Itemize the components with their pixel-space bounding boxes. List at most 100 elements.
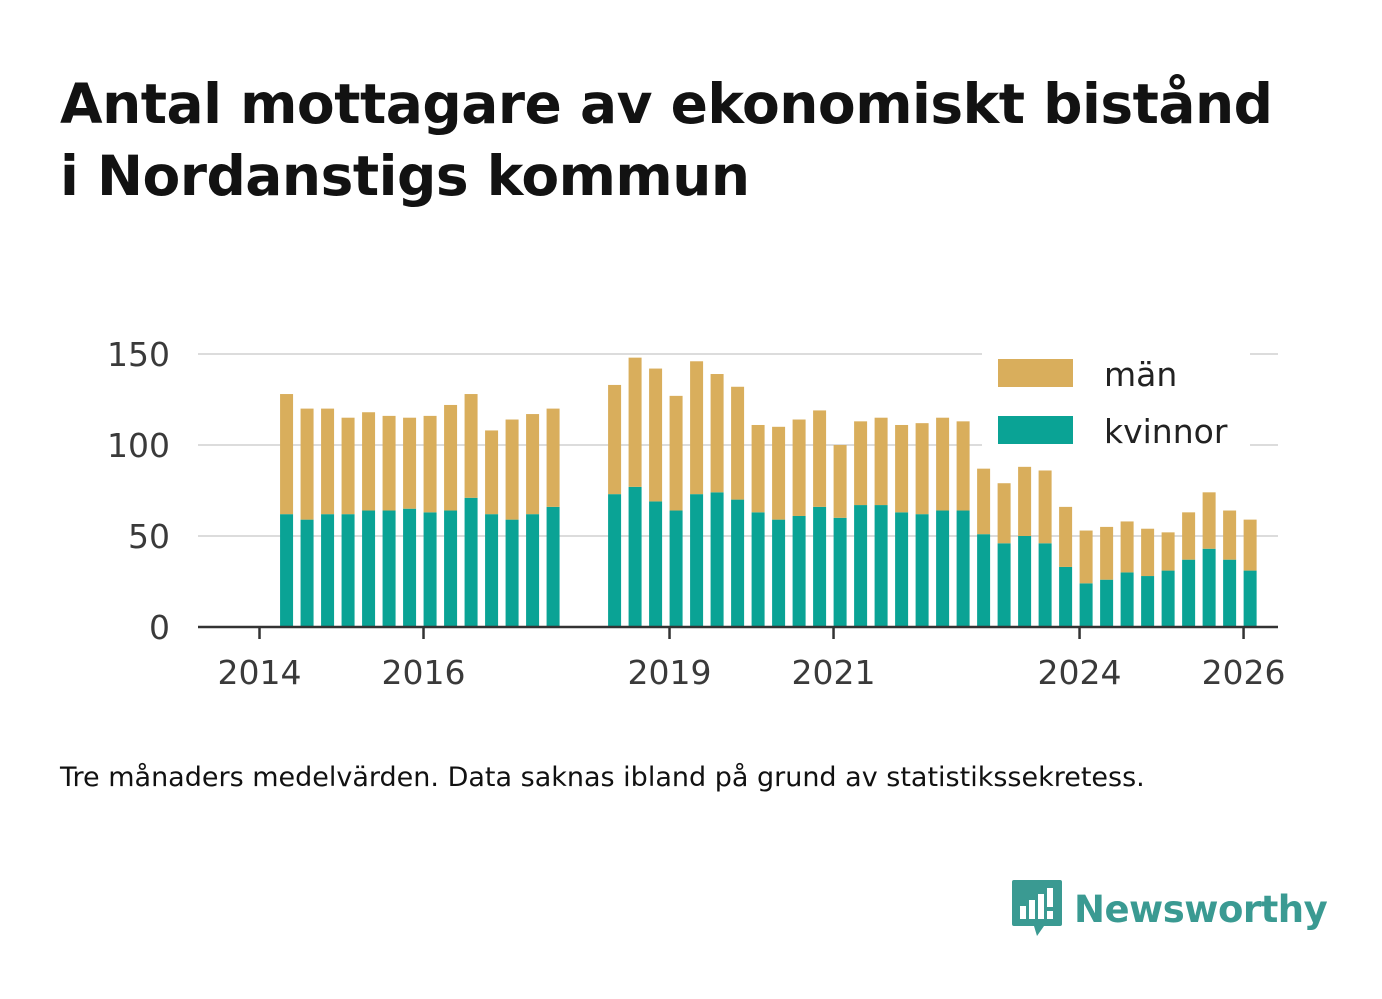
bar-man bbox=[997, 483, 1011, 544]
bar-kvinnor bbox=[321, 514, 335, 627]
bar-man bbox=[341, 417, 355, 515]
bar-man bbox=[1038, 470, 1052, 544]
bar-man bbox=[731, 386, 745, 500]
x-axis: 2014 2016 2019 2021 2024 2026 bbox=[198, 625, 1286, 692]
bar-man bbox=[977, 468, 991, 535]
bar-man bbox=[813, 410, 827, 507]
bar-man bbox=[649, 368, 663, 502]
newsworthy-logo[interactable]: Newsworthy bbox=[1010, 878, 1328, 940]
bar-kvinnor bbox=[956, 510, 970, 627]
bar-man bbox=[362, 412, 376, 511]
bar-man bbox=[710, 374, 724, 493]
y-axis: 0 50 100 150 bbox=[107, 335, 170, 647]
bar-man bbox=[751, 424, 765, 513]
bar-kvinnor bbox=[464, 497, 478, 627]
bar-man bbox=[956, 421, 970, 511]
bar-kvinnor bbox=[1223, 559, 1237, 627]
bar-kvinnor bbox=[1161, 570, 1175, 627]
bar-kvinnor bbox=[690, 494, 704, 627]
bar-man bbox=[628, 357, 642, 487]
bar-kvinnor bbox=[423, 512, 437, 627]
x-tick-label: 2026 bbox=[1202, 653, 1286, 692]
footnote: Tre månaders medelvärden. Data saknas ib… bbox=[60, 762, 1145, 793]
bar-man bbox=[1182, 512, 1196, 560]
legend: män kvinnor bbox=[982, 352, 1250, 460]
bar-man bbox=[546, 408, 560, 507]
bar-kvinnor bbox=[608, 494, 622, 627]
bar-man bbox=[526, 414, 540, 515]
bar-man bbox=[403, 417, 417, 509]
bar-kvinnor bbox=[341, 514, 355, 627]
y-tick-label: 100 bbox=[107, 426, 170, 465]
bar-kvinnor bbox=[1079, 583, 1093, 627]
bar-man bbox=[1223, 510, 1237, 560]
bar-man bbox=[1079, 530, 1093, 584]
bar-kvinnor bbox=[1182, 559, 1196, 627]
bar-kvinnor bbox=[813, 506, 827, 627]
bar-man bbox=[936, 417, 950, 511]
bar-kvinnor bbox=[895, 512, 909, 627]
bar-kvinnor bbox=[915, 514, 929, 627]
x-tick-label: 2016 bbox=[382, 653, 466, 692]
bar-kvinnor bbox=[382, 510, 396, 627]
bar-man bbox=[792, 419, 806, 516]
newsworthy-logo-icon bbox=[1012, 880, 1062, 936]
bar-man bbox=[854, 421, 868, 506]
bar-kvinnor bbox=[403, 508, 417, 627]
bar-man bbox=[1202, 492, 1216, 549]
bar-man bbox=[833, 445, 847, 518]
bar-kvinnor bbox=[1038, 543, 1052, 627]
x-tick-label: 2024 bbox=[1038, 653, 1122, 692]
y-tick-label: 150 bbox=[107, 335, 170, 374]
bar-kvinnor bbox=[628, 486, 642, 627]
legend-swatch-kvinnor bbox=[998, 416, 1073, 444]
x-tick-label: 2021 bbox=[792, 653, 876, 692]
bar-man bbox=[1141, 528, 1155, 577]
bar-kvinnor bbox=[977, 534, 991, 627]
bar-man bbox=[1243, 519, 1257, 571]
bar-kvinnor bbox=[1018, 536, 1032, 627]
bar-man bbox=[464, 394, 478, 498]
bar-man bbox=[1161, 532, 1175, 571]
bar-man bbox=[423, 415, 437, 513]
bar-kvinnor bbox=[1059, 566, 1073, 627]
bar-kvinnor bbox=[546, 506, 560, 627]
bar-kvinnor bbox=[280, 514, 294, 627]
bar-kvinnor bbox=[1100, 579, 1114, 627]
bar-kvinnor bbox=[772, 519, 786, 627]
bar-man bbox=[485, 430, 499, 515]
stacked-bar-chart: 2014 2016 2019 2021 2024 2026 0 50 100 150 män k… bbox=[107, 335, 1286, 692]
bar-man bbox=[1018, 466, 1032, 536]
newsworthy-logo-text: Newsworthy bbox=[1074, 887, 1328, 931]
legend-label-man: män bbox=[1104, 355, 1177, 394]
bar-kvinnor bbox=[526, 514, 540, 627]
bar-kvinnor bbox=[1243, 570, 1257, 627]
bar-kvinnor bbox=[751, 512, 765, 627]
legend-swatch-man bbox=[998, 359, 1073, 387]
x-tick-label: 2014 bbox=[218, 653, 302, 692]
bar-kvinnor bbox=[997, 543, 1011, 627]
bar-man bbox=[915, 423, 929, 515]
bars bbox=[280, 357, 1257, 627]
bar-man bbox=[690, 361, 704, 495]
bar-man bbox=[1059, 506, 1073, 567]
title-line-1: Antal mottagare av ekonomiskt bistånd bbox=[60, 72, 1273, 136]
chart-title: Antal mottagare av ekonomiskt bistånd i … bbox=[60, 68, 1350, 212]
title-line-2: i Nordanstigs kommun bbox=[60, 144, 750, 208]
bar-kvinnor bbox=[444, 510, 458, 627]
bar-man bbox=[321, 408, 335, 515]
bar-kvinnor bbox=[854, 505, 868, 627]
bar-man bbox=[444, 404, 458, 511]
bar-man bbox=[1100, 526, 1114, 580]
bar-man bbox=[669, 395, 683, 511]
y-tick-label: 0 bbox=[149, 608, 170, 647]
bar-kvinnor bbox=[1141, 576, 1155, 627]
bar-kvinnor bbox=[362, 510, 376, 627]
bar-man bbox=[300, 408, 314, 520]
bar-kvinnor bbox=[833, 517, 847, 627]
bar-kvinnor bbox=[874, 505, 888, 627]
bar-kvinnor bbox=[485, 514, 499, 627]
bar-kvinnor bbox=[300, 519, 314, 627]
bar-kvinnor bbox=[669, 510, 683, 627]
x-tick-label: 2019 bbox=[628, 653, 712, 692]
